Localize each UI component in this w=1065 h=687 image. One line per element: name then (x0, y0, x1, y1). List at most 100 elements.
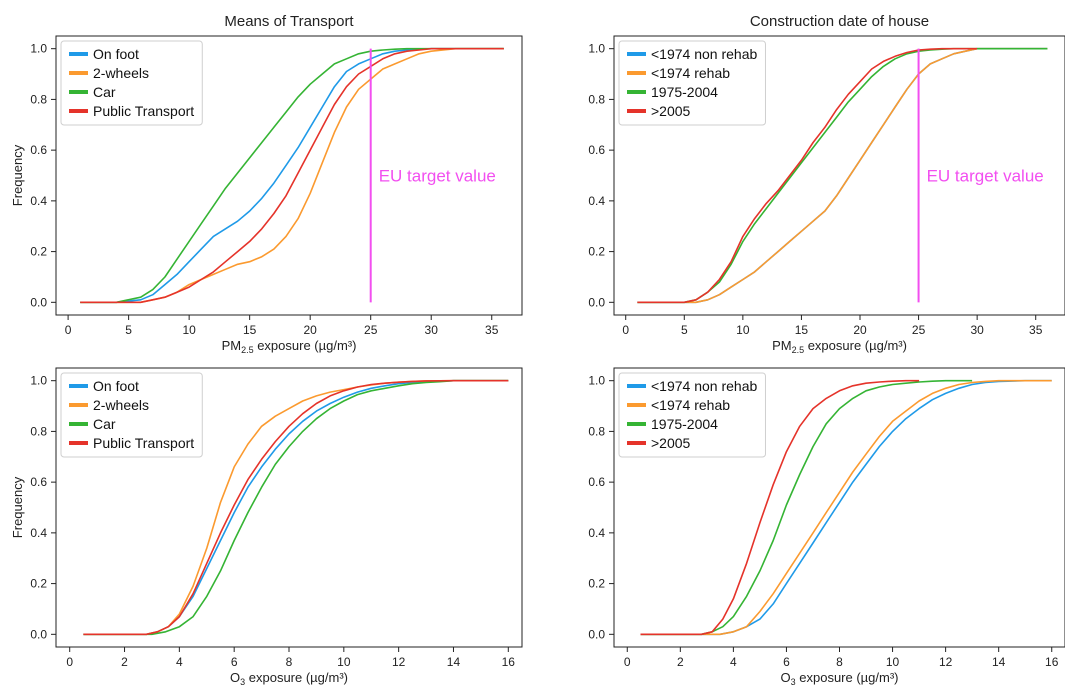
y-tick-label: 1.0 (588, 374, 605, 388)
x-tick-label: 0 (624, 655, 631, 669)
x-axis-label-subscript: 3 (240, 677, 245, 687)
legend-label: Public Transport (93, 103, 194, 119)
y-tick-label: 1.0 (30, 374, 47, 388)
x-tick-label: 25 (364, 323, 378, 337)
y-tick-label: 0.4 (30, 526, 47, 540)
x-axis-label-main: PM (222, 338, 242, 353)
legend-box (618, 40, 766, 126)
legend-label: 1975-2004 (651, 84, 718, 100)
y-tick-label: 0.2 (30, 577, 47, 591)
x-tick-label: 30 (425, 323, 439, 337)
x-tick-label: 30 (970, 323, 984, 337)
legend-label: On foot (93, 378, 139, 394)
y-tick-label: 0.6 (588, 143, 605, 157)
legend-label: <1974 rehab (651, 65, 730, 81)
x-tick-label: 6 (231, 655, 238, 669)
series-line-1974-rehab (640, 379, 1052, 636)
chart-title: Construction date of house (750, 13, 929, 30)
y-tick-label: 0.8 (30, 92, 47, 106)
x-tick-label: 0 (622, 323, 629, 337)
legend-label: <1974 non rehab (651, 378, 757, 394)
x-tick-label: 15 (243, 323, 257, 337)
x-tick-label: 16 (502, 655, 516, 669)
series-line-1974-rehab (637, 47, 1048, 304)
x-axis-label-tail: exposure (µg/m³) (796, 670, 899, 685)
x-tick-label: 10 (736, 323, 750, 337)
legend-label: 2-wheels (93, 397, 149, 413)
series-line-2005 (640, 379, 920, 636)
y-tick-label: 0.6 (588, 475, 605, 489)
panel-o3-construction-date: 0 2 4 6 8 10 12 14 16 0.0 0.2 0.4 0.6 0.8 1.0 O3 exposu… (588, 367, 1065, 687)
y-tick-label: 0.0 (588, 627, 605, 641)
y-tick-label: 0.2 (588, 245, 605, 259)
y-tick-label: 0.0 (30, 627, 47, 641)
x-tick-label: 25 (912, 323, 926, 337)
x-axis-label-main: O (230, 670, 240, 685)
y-tick-label: 0.0 (588, 295, 605, 309)
y-axis-label: Frequency (10, 476, 25, 538)
legend-label: >2005 (651, 103, 691, 119)
x-tick-label: 35 (1029, 323, 1043, 337)
x-tick-label: 12 (392, 655, 406, 669)
y-tick-label: 0.6 (30, 143, 47, 157)
x-tick-label: 10 (337, 655, 351, 669)
x-axis-label-tail: exposure (µg/m³) (245, 670, 348, 685)
x-axis-label-subscript: 2.5 (241, 345, 254, 355)
y-tick-label: 0.8 (30, 424, 47, 438)
x-axis-label: PM2.5 exposure (µg/m³) (772, 338, 907, 355)
x-tick-label: 0 (65, 323, 72, 337)
legend-label: 2-wheels (93, 65, 149, 81)
series-line-on-foot (80, 47, 504, 304)
y-tick-label: 0.4 (588, 194, 605, 208)
x-tick-label: 6 (783, 655, 790, 669)
y-tick-label: 0.8 (588, 424, 605, 438)
y-tick-label: 0.6 (30, 475, 47, 489)
legend-box (618, 372, 766, 458)
series-line-1975-2004 (640, 379, 973, 636)
x-tick-label: 14 (447, 655, 461, 669)
series-line-2005 (637, 47, 978, 304)
x-tick-label: 16 (1045, 655, 1059, 669)
x-tick-label: 15 (795, 323, 809, 337)
legend-label: Car (93, 416, 116, 432)
y-tick-label: 0.4 (588, 526, 605, 540)
y-tick-label: 0.2 (30, 245, 47, 259)
legend-label: <1974 non rehab (651, 46, 757, 62)
legend-label: >2005 (651, 435, 691, 451)
x-axis-label: O3 exposure (µg/m³) (781, 670, 899, 687)
x-axis-label-subscript: 2.5 (792, 345, 805, 355)
x-tick-label: 4 (176, 655, 183, 669)
y-tick-label: 0.8 (588, 92, 605, 106)
x-tick-label: 20 (853, 323, 867, 337)
axes-frame (55, 35, 523, 316)
legend-label: 1975-2004 (651, 416, 718, 432)
series-line-car (80, 47, 504, 304)
x-tick-label: 10 (182, 323, 196, 337)
y-tick-label: 0.4 (30, 194, 47, 208)
x-tick-label: 5 (681, 323, 688, 337)
panel-pm25-means-of-transport: Means of Transport 0 5 10 15 20 25 30 35 0.0 0.2 0.… (10, 13, 523, 355)
y-tick-label: 0.2 (588, 577, 605, 591)
x-tick-label: 4 (730, 655, 737, 669)
x-axis-label: PM2.5 exposure (µg/m³) (222, 338, 357, 355)
x-tick-label: 12 (939, 655, 953, 669)
x-tick-label: 10 (886, 655, 900, 669)
axes-frame (613, 35, 1065, 316)
x-tick-label: 2 (677, 655, 684, 669)
x-tick-label: 20 (304, 323, 318, 337)
legend-box (60, 372, 203, 458)
x-tick-label: 5 (125, 323, 132, 337)
panel-o3-means-of-transport: 0 2 4 6 8 10 12 14 16 0.0 0.2 0.4 0.6 0.8 1.0 O3 exposu… (10, 367, 523, 687)
eu-target-annotation: EU target value (927, 167, 1044, 186)
x-tick-label: 2 (121, 655, 128, 669)
x-axis-label-tail: exposure (µg/m³) (804, 338, 907, 353)
x-tick-label: 14 (992, 655, 1006, 669)
x-tick-label: 35 (485, 323, 499, 337)
x-axis-label-main: PM (772, 338, 792, 353)
legend-label: On foot (93, 46, 139, 62)
legend-label: Public Transport (93, 435, 194, 451)
x-axis-label: O3 exposure (µg/m³) (230, 670, 348, 687)
y-tick-label: 1.0 (588, 42, 605, 56)
x-tick-label: 8 (286, 655, 293, 669)
